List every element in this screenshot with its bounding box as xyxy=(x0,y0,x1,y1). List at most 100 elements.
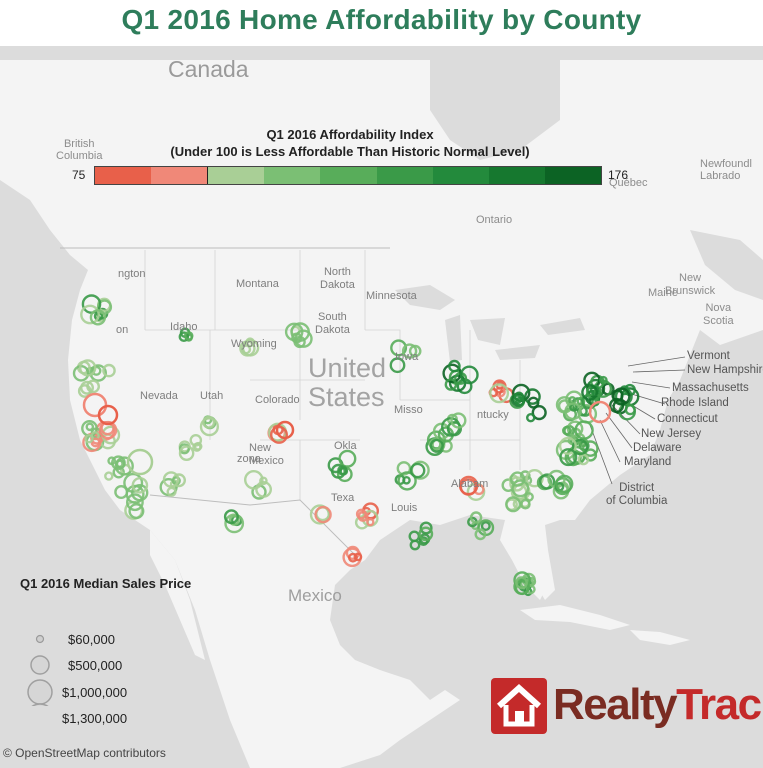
county-circle[interactable] xyxy=(538,473,556,490)
county-circle[interactable] xyxy=(418,526,434,542)
county-circle[interactable] xyxy=(526,413,536,423)
county-circle[interactable] xyxy=(353,552,363,562)
county-circle[interactable] xyxy=(612,387,631,406)
county-circle[interactable] xyxy=(355,508,367,520)
county-circle[interactable] xyxy=(520,498,531,510)
county-circle[interactable] xyxy=(114,456,134,476)
county-circle[interactable] xyxy=(178,445,195,462)
county-circle[interactable] xyxy=(228,514,240,526)
color-scale-step[interactable] xyxy=(488,167,545,184)
county-circle[interactable] xyxy=(480,521,491,532)
county-circle[interactable] xyxy=(80,304,100,325)
county-circle[interactable] xyxy=(183,331,194,341)
county-circle[interactable] xyxy=(578,437,589,448)
county-circle[interactable] xyxy=(100,421,115,436)
county-circle[interactable] xyxy=(519,470,531,482)
county-circle[interactable] xyxy=(131,476,149,494)
county-circle[interactable] xyxy=(259,476,268,486)
county-circle[interactable] xyxy=(223,509,239,525)
county-circle[interactable] xyxy=(389,357,406,374)
county-circle[interactable] xyxy=(409,539,421,551)
county-circle[interactable] xyxy=(459,478,478,496)
color-scale-step[interactable] xyxy=(207,167,265,184)
county-circle[interactable] xyxy=(293,335,306,349)
county-circle[interactable] xyxy=(608,397,625,414)
color-scale-step[interactable] xyxy=(264,167,321,184)
county-circle[interactable] xyxy=(505,496,522,513)
county-circle[interactable] xyxy=(577,453,590,466)
county-circles-layer[interactable] xyxy=(0,46,763,768)
county-circle[interactable] xyxy=(314,505,332,524)
county-circle[interactable] xyxy=(566,420,584,438)
county-circle[interactable] xyxy=(82,392,108,418)
county-circle[interactable] xyxy=(86,379,101,394)
county-circle[interactable] xyxy=(513,578,530,595)
county-circle[interactable] xyxy=(408,530,421,543)
county-circle[interactable] xyxy=(558,436,577,455)
county-circle[interactable] xyxy=(588,400,612,424)
county-circle[interactable] xyxy=(199,417,219,437)
county-circle[interactable] xyxy=(511,479,530,498)
county-circle[interactable] xyxy=(469,511,483,524)
county-circle[interactable] xyxy=(581,383,598,401)
county-circle[interactable] xyxy=(450,412,467,429)
county-circle[interactable] xyxy=(78,359,97,377)
county-circle[interactable] xyxy=(162,471,180,488)
county-circle[interactable] xyxy=(562,425,572,436)
county-circle[interactable] xyxy=(555,474,574,494)
county-circle[interactable] xyxy=(581,393,597,410)
county-circle[interactable] xyxy=(489,383,510,404)
color-scale-step[interactable] xyxy=(151,167,208,184)
county-circle[interactable] xyxy=(128,503,145,520)
county-circle[interactable] xyxy=(178,331,190,343)
county-circle[interactable] xyxy=(255,480,272,498)
county-circle[interactable] xyxy=(564,402,582,421)
color-scale-step[interactable] xyxy=(544,167,601,184)
color-scale-step[interactable] xyxy=(432,167,489,184)
county-circle[interactable] xyxy=(525,469,544,488)
county-circle[interactable] xyxy=(513,391,525,402)
county-circle[interactable] xyxy=(409,462,426,479)
county-circle[interactable] xyxy=(275,420,295,440)
county-circle[interactable] xyxy=(448,359,461,373)
county-circle[interactable] xyxy=(114,485,129,500)
county-circle[interactable] xyxy=(241,344,252,355)
county-circle[interactable] xyxy=(429,438,444,453)
county-circle[interactable] xyxy=(366,517,375,527)
county-circle[interactable] xyxy=(189,433,203,447)
county-circle[interactable] xyxy=(202,415,216,429)
county-circle[interactable] xyxy=(576,396,586,406)
county-circle[interactable] xyxy=(559,448,578,467)
county-circle[interactable] xyxy=(104,471,114,481)
county-circle[interactable] xyxy=(390,339,408,357)
county-circle[interactable] xyxy=(91,365,102,376)
county-circle[interactable] xyxy=(85,422,95,432)
county-circle[interactable] xyxy=(338,449,357,468)
county-circle[interactable] xyxy=(524,388,541,405)
county-circle[interactable] xyxy=(509,471,526,487)
color-scale-step[interactable] xyxy=(95,167,152,184)
county-circle[interactable] xyxy=(102,363,116,378)
county-circle[interactable] xyxy=(515,576,528,590)
map-attribution[interactable]: © OpenStreetMap contributors xyxy=(3,746,166,760)
county-circle[interactable] xyxy=(84,434,94,444)
county-circle[interactable] xyxy=(531,405,547,421)
county-circle[interactable] xyxy=(515,396,525,407)
county-circle[interactable] xyxy=(239,340,256,357)
county-circle[interactable] xyxy=(571,438,589,456)
county-circle[interactable] xyxy=(125,493,144,512)
color-scale-step[interactable] xyxy=(376,167,433,184)
county-circle[interactable] xyxy=(89,364,107,382)
county-circle[interactable] xyxy=(347,552,358,563)
county-circle[interactable] xyxy=(401,343,418,359)
color-legend-scale[interactable] xyxy=(94,166,602,185)
county-circle[interactable] xyxy=(79,380,94,395)
county-circle[interactable] xyxy=(397,471,417,491)
county-circle[interactable] xyxy=(396,461,412,476)
county-circle[interactable] xyxy=(474,528,487,541)
county-circle[interactable] xyxy=(166,486,177,497)
county-circle[interactable] xyxy=(89,309,107,326)
county-circle[interactable] xyxy=(419,521,433,535)
county-circle[interactable] xyxy=(599,375,608,385)
county-circle[interactable] xyxy=(224,513,245,534)
